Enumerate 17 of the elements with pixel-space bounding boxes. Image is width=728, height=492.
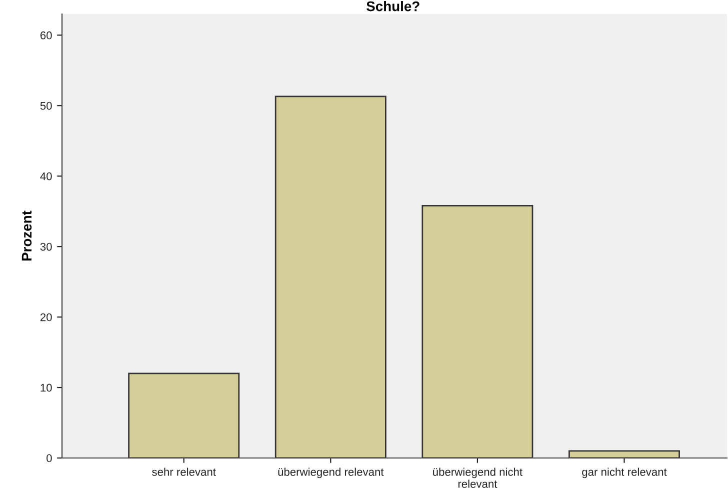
y-axis-title: Prozent [22, 210, 32, 261]
x-tick-label: gar nicht relevant [582, 468, 667, 478]
bar [128, 372, 240, 458]
y-tick-label: 30 [40, 242, 52, 251]
x-tick-label: überwiegend relevant [278, 468, 384, 478]
y-tick-label: 0 [46, 454, 52, 462]
y-tick-label: 20 [40, 313, 52, 322]
chart-title: Schule? [366, 1, 420, 12]
y-tick-label: 60 [40, 31, 52, 40]
y-tick-label: 10 [40, 384, 52, 392]
y-tick-label: 50 [40, 102, 52, 110]
y-tick-label: 40 [40, 172, 52, 180]
x-tick-label: überwiegend nicht relevant [433, 468, 522, 488]
bar [274, 96, 386, 458]
x-tick-label: sehr relevant [152, 468, 216, 476]
bar [568, 450, 680, 458]
bar [422, 205, 534, 458]
